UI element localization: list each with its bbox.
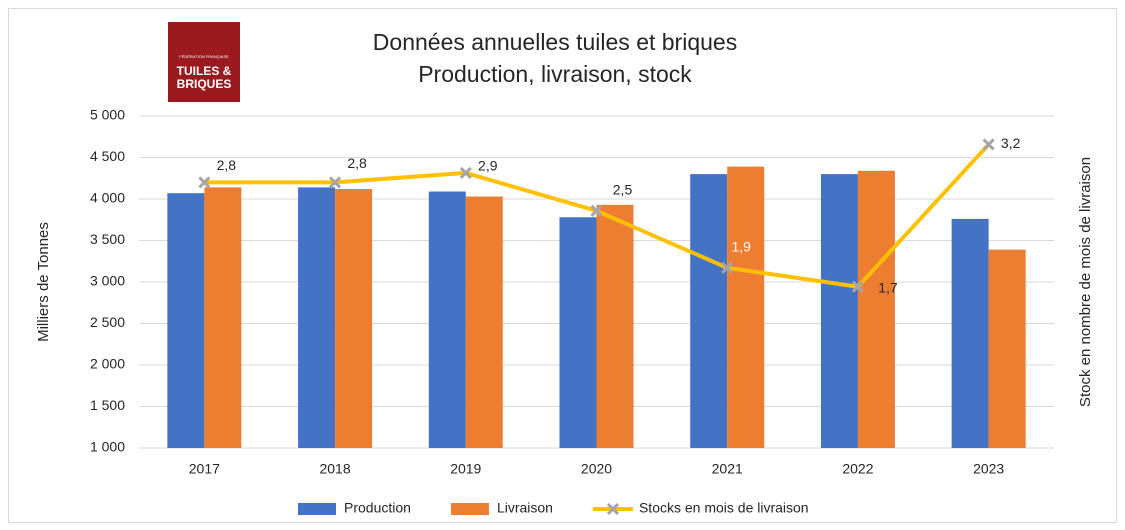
logo-text: FÉDÉRATION FRANÇAISE xyxy=(179,54,229,59)
line-marker xyxy=(198,176,211,189)
bar xyxy=(951,218,989,448)
y-tick-label: 3 000 xyxy=(90,273,125,289)
line-marker xyxy=(982,138,995,151)
y-tick-label: 3 500 xyxy=(90,231,125,247)
legend-swatch xyxy=(298,503,336,515)
data-label: 3,2 xyxy=(1001,135,1021,151)
x-tick-label: 2019 xyxy=(450,461,481,477)
data-label: 1,9 xyxy=(731,238,751,254)
bar xyxy=(204,187,242,448)
legend-swatch xyxy=(450,503,489,515)
y-tick-label: 1 500 xyxy=(90,397,125,413)
logo-text: TUILES & xyxy=(177,64,232,78)
logo xyxy=(168,22,240,102)
y-tick-label: 4 000 xyxy=(90,190,125,206)
line-marker xyxy=(851,280,864,293)
data-label: 2,5 xyxy=(613,182,633,198)
x-tick-label: 2023 xyxy=(973,461,1004,477)
data-label: 1,7 xyxy=(878,279,898,295)
bar xyxy=(335,189,373,449)
x-tick-label: 2022 xyxy=(842,461,873,477)
legend-label: Stocks en mois de livraison xyxy=(639,500,809,516)
bar xyxy=(559,217,597,448)
x-tick-label: 2021 xyxy=(712,461,743,477)
x-tick-label: 2020 xyxy=(581,461,612,477)
y-tick-label: 5 000 xyxy=(90,107,125,123)
y-tick-label: 4 500 xyxy=(90,148,125,164)
chart-title: Données annuelles tuiles et briques xyxy=(373,29,737,55)
y-tick-label: 1 000 xyxy=(90,439,125,455)
data-label: 2,8 xyxy=(217,157,237,173)
legend-swatch xyxy=(606,502,620,516)
logo-text: BRIQUES xyxy=(177,77,232,91)
bar xyxy=(167,193,205,448)
line-marker xyxy=(590,204,603,217)
bar xyxy=(727,166,765,448)
x-tick-label: 2018 xyxy=(319,461,350,477)
x-tick-label: 2017 xyxy=(189,461,220,477)
bar xyxy=(690,174,728,448)
line-marker xyxy=(721,261,734,274)
legend-label: Livraison xyxy=(497,500,553,516)
bar xyxy=(988,249,1026,448)
bar xyxy=(820,174,858,448)
data-label: 2,9 xyxy=(478,158,498,174)
bar xyxy=(298,187,336,448)
line-marker xyxy=(459,166,472,179)
y-axis-title: Milliers de Tonnes xyxy=(35,222,52,342)
bar xyxy=(857,170,895,448)
bar xyxy=(465,196,503,448)
legend-label: Production xyxy=(344,500,411,516)
y-tick-label: 2 000 xyxy=(90,356,125,372)
y2-axis-title: Stock en nombre de mois de livraison xyxy=(1077,157,1094,407)
y-tick-label: 2 500 xyxy=(90,314,125,330)
chart-subtitle: Production, livraison, stock xyxy=(418,61,692,87)
bar xyxy=(428,191,466,448)
bar xyxy=(596,204,634,448)
line-marker xyxy=(329,176,342,189)
data-label: 2,8 xyxy=(347,155,367,171)
